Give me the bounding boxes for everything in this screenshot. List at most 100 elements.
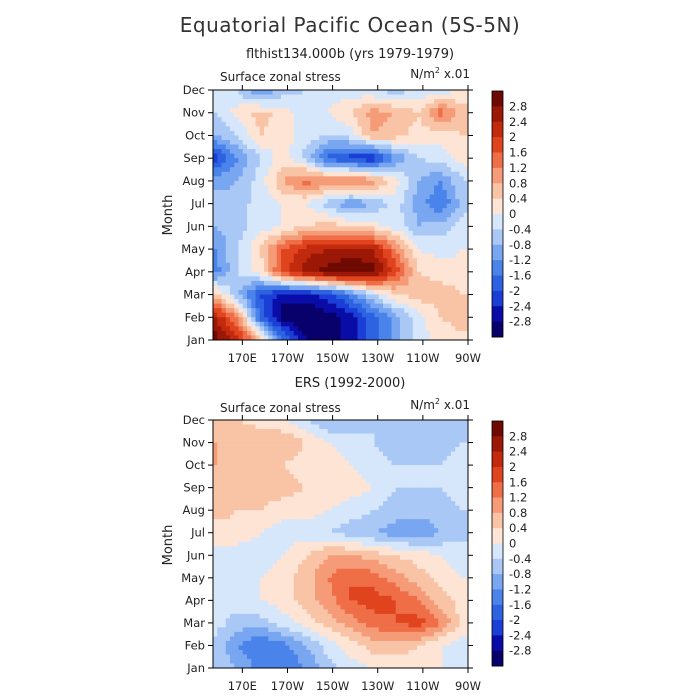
heatmap-cell bbox=[417, 290, 422, 296]
heatmap-cell bbox=[429, 429, 435, 435]
heatmap-cell bbox=[268, 244, 274, 250]
heatmap-cell bbox=[242, 140, 248, 146]
heatmap-cell bbox=[230, 469, 235, 475]
heatmap-cell bbox=[383, 326, 388, 332]
heatmap-cell bbox=[217, 158, 223, 164]
heatmap-cell bbox=[446, 153, 452, 159]
heatmap-cell bbox=[319, 438, 325, 444]
heatmap-cell bbox=[272, 103, 278, 109]
heatmap-cell bbox=[442, 312, 448, 318]
heatmap-cell bbox=[315, 221, 320, 227]
heatmap-cell bbox=[391, 465, 397, 471]
heatmap-cell bbox=[378, 294, 384, 300]
heatmap-cell bbox=[438, 519, 444, 525]
heatmap-cell bbox=[302, 294, 308, 300]
heatmap-cell bbox=[408, 190, 414, 196]
heatmap-cell bbox=[442, 532, 448, 538]
heatmap-cell bbox=[391, 483, 397, 489]
heatmap-cell bbox=[400, 474, 405, 480]
heatmap-cell bbox=[306, 451, 312, 457]
heatmap-cell bbox=[221, 321, 227, 327]
heatmap-cell bbox=[310, 208, 316, 214]
heatmap-cell bbox=[276, 294, 282, 300]
heatmap-cell bbox=[238, 271, 244, 277]
heatmap-cell bbox=[230, 532, 235, 538]
panel2-units-label: N/m2 x.01 bbox=[410, 397, 470, 412]
heatmap-cell bbox=[442, 478, 448, 484]
heatmap-cell bbox=[434, 226, 439, 232]
heatmap-cell bbox=[404, 112, 410, 118]
heatmap-cell bbox=[255, 99, 261, 105]
heatmap-cell bbox=[336, 290, 342, 296]
heatmap-cell bbox=[417, 208, 422, 214]
heatmap-cell bbox=[213, 456, 218, 462]
heatmap-cell bbox=[293, 501, 299, 507]
heatmap-cell bbox=[451, 221, 456, 227]
heatmap-cell bbox=[383, 474, 388, 480]
heatmap-cell bbox=[276, 221, 282, 227]
heatmap-cell bbox=[395, 208, 401, 214]
heatmap-cell bbox=[298, 465, 303, 471]
heatmap-cell bbox=[221, 285, 227, 291]
heatmap-cell bbox=[323, 258, 329, 264]
heatmap-cell bbox=[272, 456, 278, 462]
heatmap-cell bbox=[391, 285, 397, 291]
heatmap-cell bbox=[378, 469, 384, 475]
heatmap-cell bbox=[387, 523, 393, 529]
heatmap-cell bbox=[455, 510, 461, 516]
heatmap-cell bbox=[395, 456, 401, 462]
heatmap-cell bbox=[234, 280, 240, 287]
heatmap-cell bbox=[374, 420, 380, 426]
heatmap-cell bbox=[289, 532, 295, 538]
heatmap-cell bbox=[259, 528, 265, 534]
heatmap-cell bbox=[281, 258, 286, 264]
heatmap-cell bbox=[306, 438, 312, 444]
heatmap-cell bbox=[247, 94, 252, 100]
heatmap-cell bbox=[391, 528, 397, 534]
heatmap-cell bbox=[361, 212, 367, 218]
heatmap-cell bbox=[391, 317, 397, 323]
heatmap-cell bbox=[289, 158, 295, 164]
heatmap-cell bbox=[293, 528, 299, 534]
heatmap-cell bbox=[374, 226, 380, 232]
heatmap-cell bbox=[310, 217, 316, 223]
heatmap-cell bbox=[306, 99, 312, 105]
heatmap-cell bbox=[463, 335, 468, 340]
heatmap-cell bbox=[374, 190, 380, 196]
heatmap-cell bbox=[310, 185, 316, 191]
heatmap-cell bbox=[264, 140, 269, 146]
heatmap-cell bbox=[336, 258, 342, 264]
heatmap-cell bbox=[395, 487, 401, 493]
heatmap-cell bbox=[421, 460, 427, 466]
heatmap-cell bbox=[319, 130, 325, 137]
heatmap-cell bbox=[281, 240, 286, 246]
heatmap-cell bbox=[213, 501, 218, 507]
heatmap-cell bbox=[310, 317, 316, 323]
heatmap-cell bbox=[255, 140, 261, 146]
heatmap-cell bbox=[378, 326, 384, 332]
heatmap-cell bbox=[357, 267, 363, 273]
heatmap-cell bbox=[293, 267, 299, 273]
heatmap-cell bbox=[361, 451, 367, 457]
heatmap-cell bbox=[225, 460, 231, 466]
heatmap-cell bbox=[225, 226, 231, 232]
heatmap-cell bbox=[242, 285, 248, 291]
heatmap-cell bbox=[463, 217, 468, 223]
heatmap-cell bbox=[400, 478, 405, 484]
heatmap-cell bbox=[455, 203, 461, 209]
heatmap-cell bbox=[259, 180, 265, 187]
heatmap-cell bbox=[412, 140, 418, 146]
heatmap-cell bbox=[374, 230, 380, 237]
heatmap-cell bbox=[302, 433, 308, 439]
heatmap-cell bbox=[404, 226, 410, 232]
heatmap-cell bbox=[264, 176, 269, 182]
heatmap-cell bbox=[281, 103, 286, 109]
heatmap-cell bbox=[417, 194, 422, 200]
heatmap-cell bbox=[357, 514, 363, 520]
heatmap-cell bbox=[400, 447, 405, 453]
heatmap-cell bbox=[259, 199, 265, 205]
heatmap-cell bbox=[429, 451, 435, 457]
heatmap-cell bbox=[251, 460, 257, 466]
heatmap-cell bbox=[404, 108, 410, 114]
heatmap-cell bbox=[323, 185, 329, 191]
